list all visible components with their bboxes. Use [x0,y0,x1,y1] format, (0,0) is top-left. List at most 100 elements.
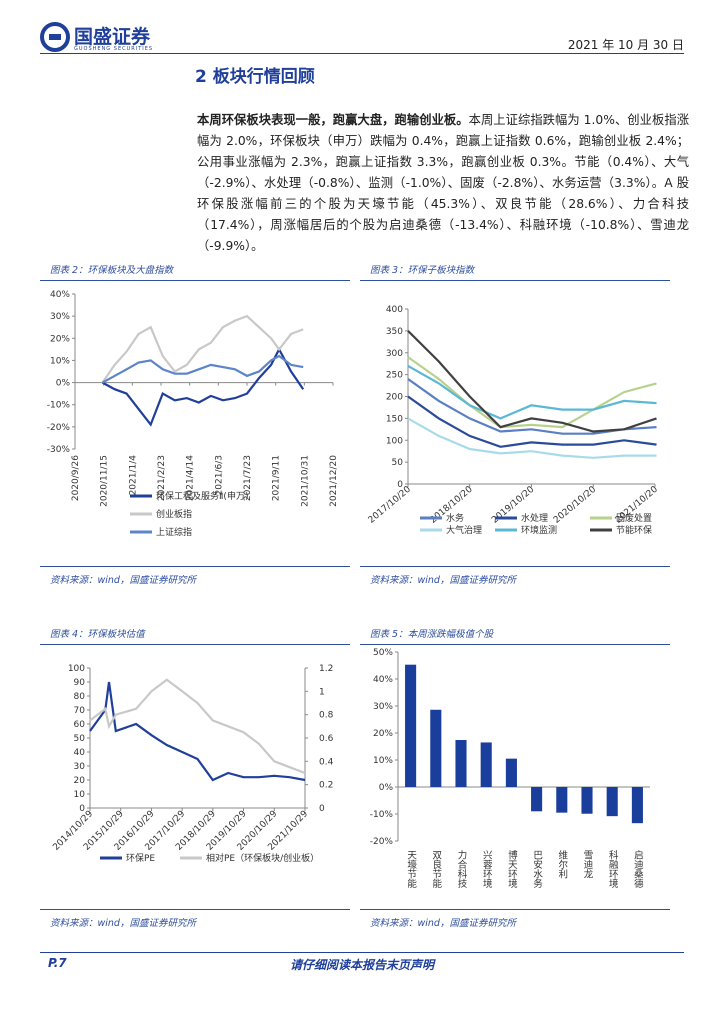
y2-tick-label: 0.2 [319,781,333,791]
legend-label: 大气治理 [446,524,482,536]
y-tick-label: 50% [373,648,393,658]
y-tick-label: 100 [68,664,85,674]
chart-source: 资料来源：wind，国盛证券研究所 [40,566,350,586]
x-tick-label: 2021/7/23 [243,455,253,501]
y-tick-label: 90 [74,678,86,688]
paragraph-body: 本周上证综指跌幅为 1.0%、创业板指涨幅为 2.0%，环保板块（申万）跌幅为 … [197,113,689,253]
bar [581,787,593,814]
x-tick-label: 天壕节能 [405,850,417,889]
y-tick-label: 30% [373,702,393,712]
line-series [101,314,304,384]
x-tick-label: 科融环境 [607,849,619,889]
y-tick-label: 20% [373,729,393,739]
x-tick-label: 兴蓉环境 [481,850,493,889]
y-tick-label: 200 [386,393,403,403]
bar [556,787,568,813]
y-tick-label: 20 [74,776,86,786]
x-tick-label: 2021/6/3 [214,455,224,495]
y2-tick-label: 1 [319,687,325,697]
y2-tick-label: 0.6 [319,734,334,744]
logo-subtext: GUOSHENG SECURITIES [74,46,154,52]
line-series [101,347,305,427]
paragraph-lead: 本周环保板块表现一般，跑赢大盘，跑输创业板。 [197,113,469,127]
y-tick-label: 300 [386,349,403,359]
x-tick-label: 双良节能 [430,850,442,889]
bar [405,664,417,787]
x-tick-label: 雪迪龙 [582,850,594,879]
line-series [407,395,657,448]
y-tick-label: 10% [50,356,70,366]
x-tick-label: 2020/9/26 [71,455,81,501]
x-tick-label: 2020/11/15 [100,455,110,507]
y-tick-label: 30 [74,762,86,772]
y-tick-label: -10% [370,810,394,820]
bar [631,787,643,824]
legend-label: 环保工程及服务Ⅱ(申万) [156,490,248,502]
y-tick-label: 50 [74,734,86,744]
paragraph: 本周环保板块表现一般，跑赢大盘，跑输创业板。本周上证综指跌幅为 1.0%、创业板… [197,110,689,257]
y-tick-label: 0% [56,379,71,389]
chart: -20% -10% 0% 10% 20% 30% 40% 50% 天壕节能 双良节能 力合科技 兴蓉环… [370,648,650,889]
y-tick-label: 10% [373,756,393,766]
bar [430,709,442,787]
bar [505,758,517,787]
y-tick-label: 40 [74,748,86,758]
legend-label: 相对PE（环保板块/创业板） [206,852,319,864]
x-tick-label: 2021/1/4 [128,455,138,496]
legend-label: 固废处置 [616,512,652,524]
line-series [101,354,304,384]
y-tick-label: 60 [74,720,86,730]
line-series [407,417,657,459]
legend-label: 上证综指 [156,526,192,538]
y2-tick-label: 0.4 [319,757,334,767]
y-tick-label: 150 [386,414,403,424]
y-tick-label: 80 [74,692,86,702]
bar [480,742,492,787]
footer-rule [40,952,684,953]
y2-tick-label: 1.2 [319,664,333,674]
bar [606,787,618,817]
x-tick-label: 2021/12/20 [329,455,339,507]
logo-icon [40,22,70,52]
line-series [407,330,657,433]
legend-label: 水处理 [521,512,548,524]
chart-caption: 图表 2：环保板块及大盘指数 [40,262,350,281]
bar [455,740,467,787]
legend-label: 水务 [446,512,464,524]
y-tick-label: 40% [373,675,393,685]
x-tick-label: 2017/10/20 [367,484,413,525]
chart-caption: 图表 5：本周涨跌幅极值个股 [360,626,670,645]
y2-tick-label: 0.8 [319,711,334,721]
chart-source: 资料来源：wind，国盛证券研究所 [360,566,670,586]
legend-label: 节能环保 [616,524,652,536]
x-tick-label: 力合科技 [456,849,468,889]
x-tick-label: 2021/4/14 [186,455,196,501]
report-date: 2021 年 10 月 30 日 [567,38,684,52]
x-tick-label: 巴安水务 [531,850,543,889]
chart: -30% -20% -10% 0% 10% 20% 30% 40% 2020/9/26 2020/… [47,290,339,538]
line-series [89,681,306,782]
chart-source: 资料来源：wind，国盛证券研究所 [40,909,350,929]
y-tick-label: 100 [386,436,403,446]
logo-text: 国盛证券 [74,26,151,48]
x-tick-label: 维尔利 [556,849,568,878]
header-rule [40,53,684,54]
y-tick-label: 30% [50,312,70,322]
y-tick-label: 400 [386,305,403,315]
y-tick-label: -10% [47,401,71,411]
section-title: 2 板块行情回顾 [195,67,315,87]
line-series [89,678,306,775]
line-series [407,356,657,429]
y-tick-label: 20% [50,334,70,344]
y-tick-label: 0 [79,804,85,814]
x-tick-label: 博天环境 [506,849,518,889]
x-tick-label: 启迪桑德 [632,849,644,889]
y2-tick-label: 0 [319,804,325,814]
y-tick-label: 10 [74,790,86,800]
y-tick-label: 70 [74,706,86,716]
y-tick-label: 50 [392,458,404,468]
chart: 010203040506070809010000.20.40.60.811.22… [51,664,334,864]
legend-label: 环境监测 [521,524,557,536]
